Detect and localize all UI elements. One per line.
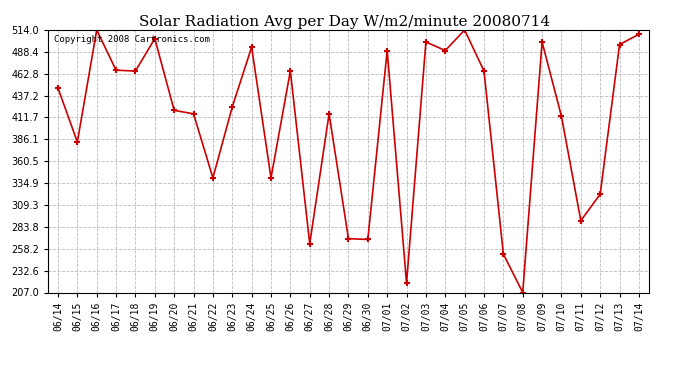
Text: Copyright 2008 Cartronics.com: Copyright 2008 Cartronics.com: [55, 35, 210, 44]
Text: Solar Radiation Avg per Day W/m2/minute 20080714: Solar Radiation Avg per Day W/m2/minute …: [139, 15, 551, 29]
